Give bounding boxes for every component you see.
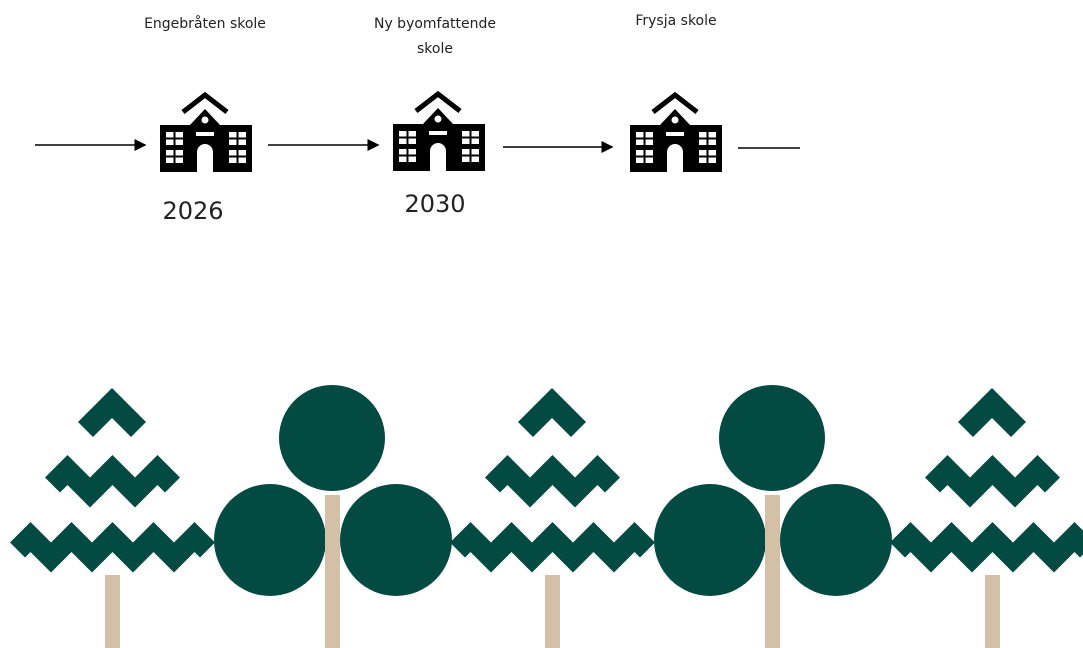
node-year: 2026 — [133, 197, 253, 225]
page: Engebråten skole Ny byomfattende skole F… — [0, 0, 1083, 648]
pine-row — [78, 388, 146, 437]
crown — [279, 385, 385, 491]
crown — [340, 484, 452, 596]
school-icon — [393, 94, 485, 171]
trunk — [545, 575, 560, 648]
trunk — [985, 575, 1000, 648]
pine-row — [45, 455, 180, 508]
pine-row — [450, 522, 655, 573]
school-icon — [630, 95, 722, 172]
crown — [654, 484, 766, 596]
crown — [214, 484, 326, 596]
trunk — [105, 575, 120, 648]
pine-row — [518, 388, 586, 437]
pine-row — [925, 455, 1060, 508]
node-year: 2030 — [375, 190, 495, 218]
node-label: Frysja skole — [591, 9, 761, 34]
crown — [780, 484, 892, 596]
diagram — [0, 0, 1083, 648]
school-icon — [160, 95, 252, 172]
pine-row — [485, 455, 620, 508]
trunk — [765, 495, 780, 648]
crown — [719, 385, 825, 491]
node-label: Ny byomfattende skole — [355, 12, 515, 62]
node-label: Engebråten skole — [120, 12, 290, 37]
pine-row — [10, 522, 215, 573]
pine-row — [958, 388, 1026, 437]
trunk — [325, 495, 340, 648]
pine-row — [890, 522, 1083, 573]
